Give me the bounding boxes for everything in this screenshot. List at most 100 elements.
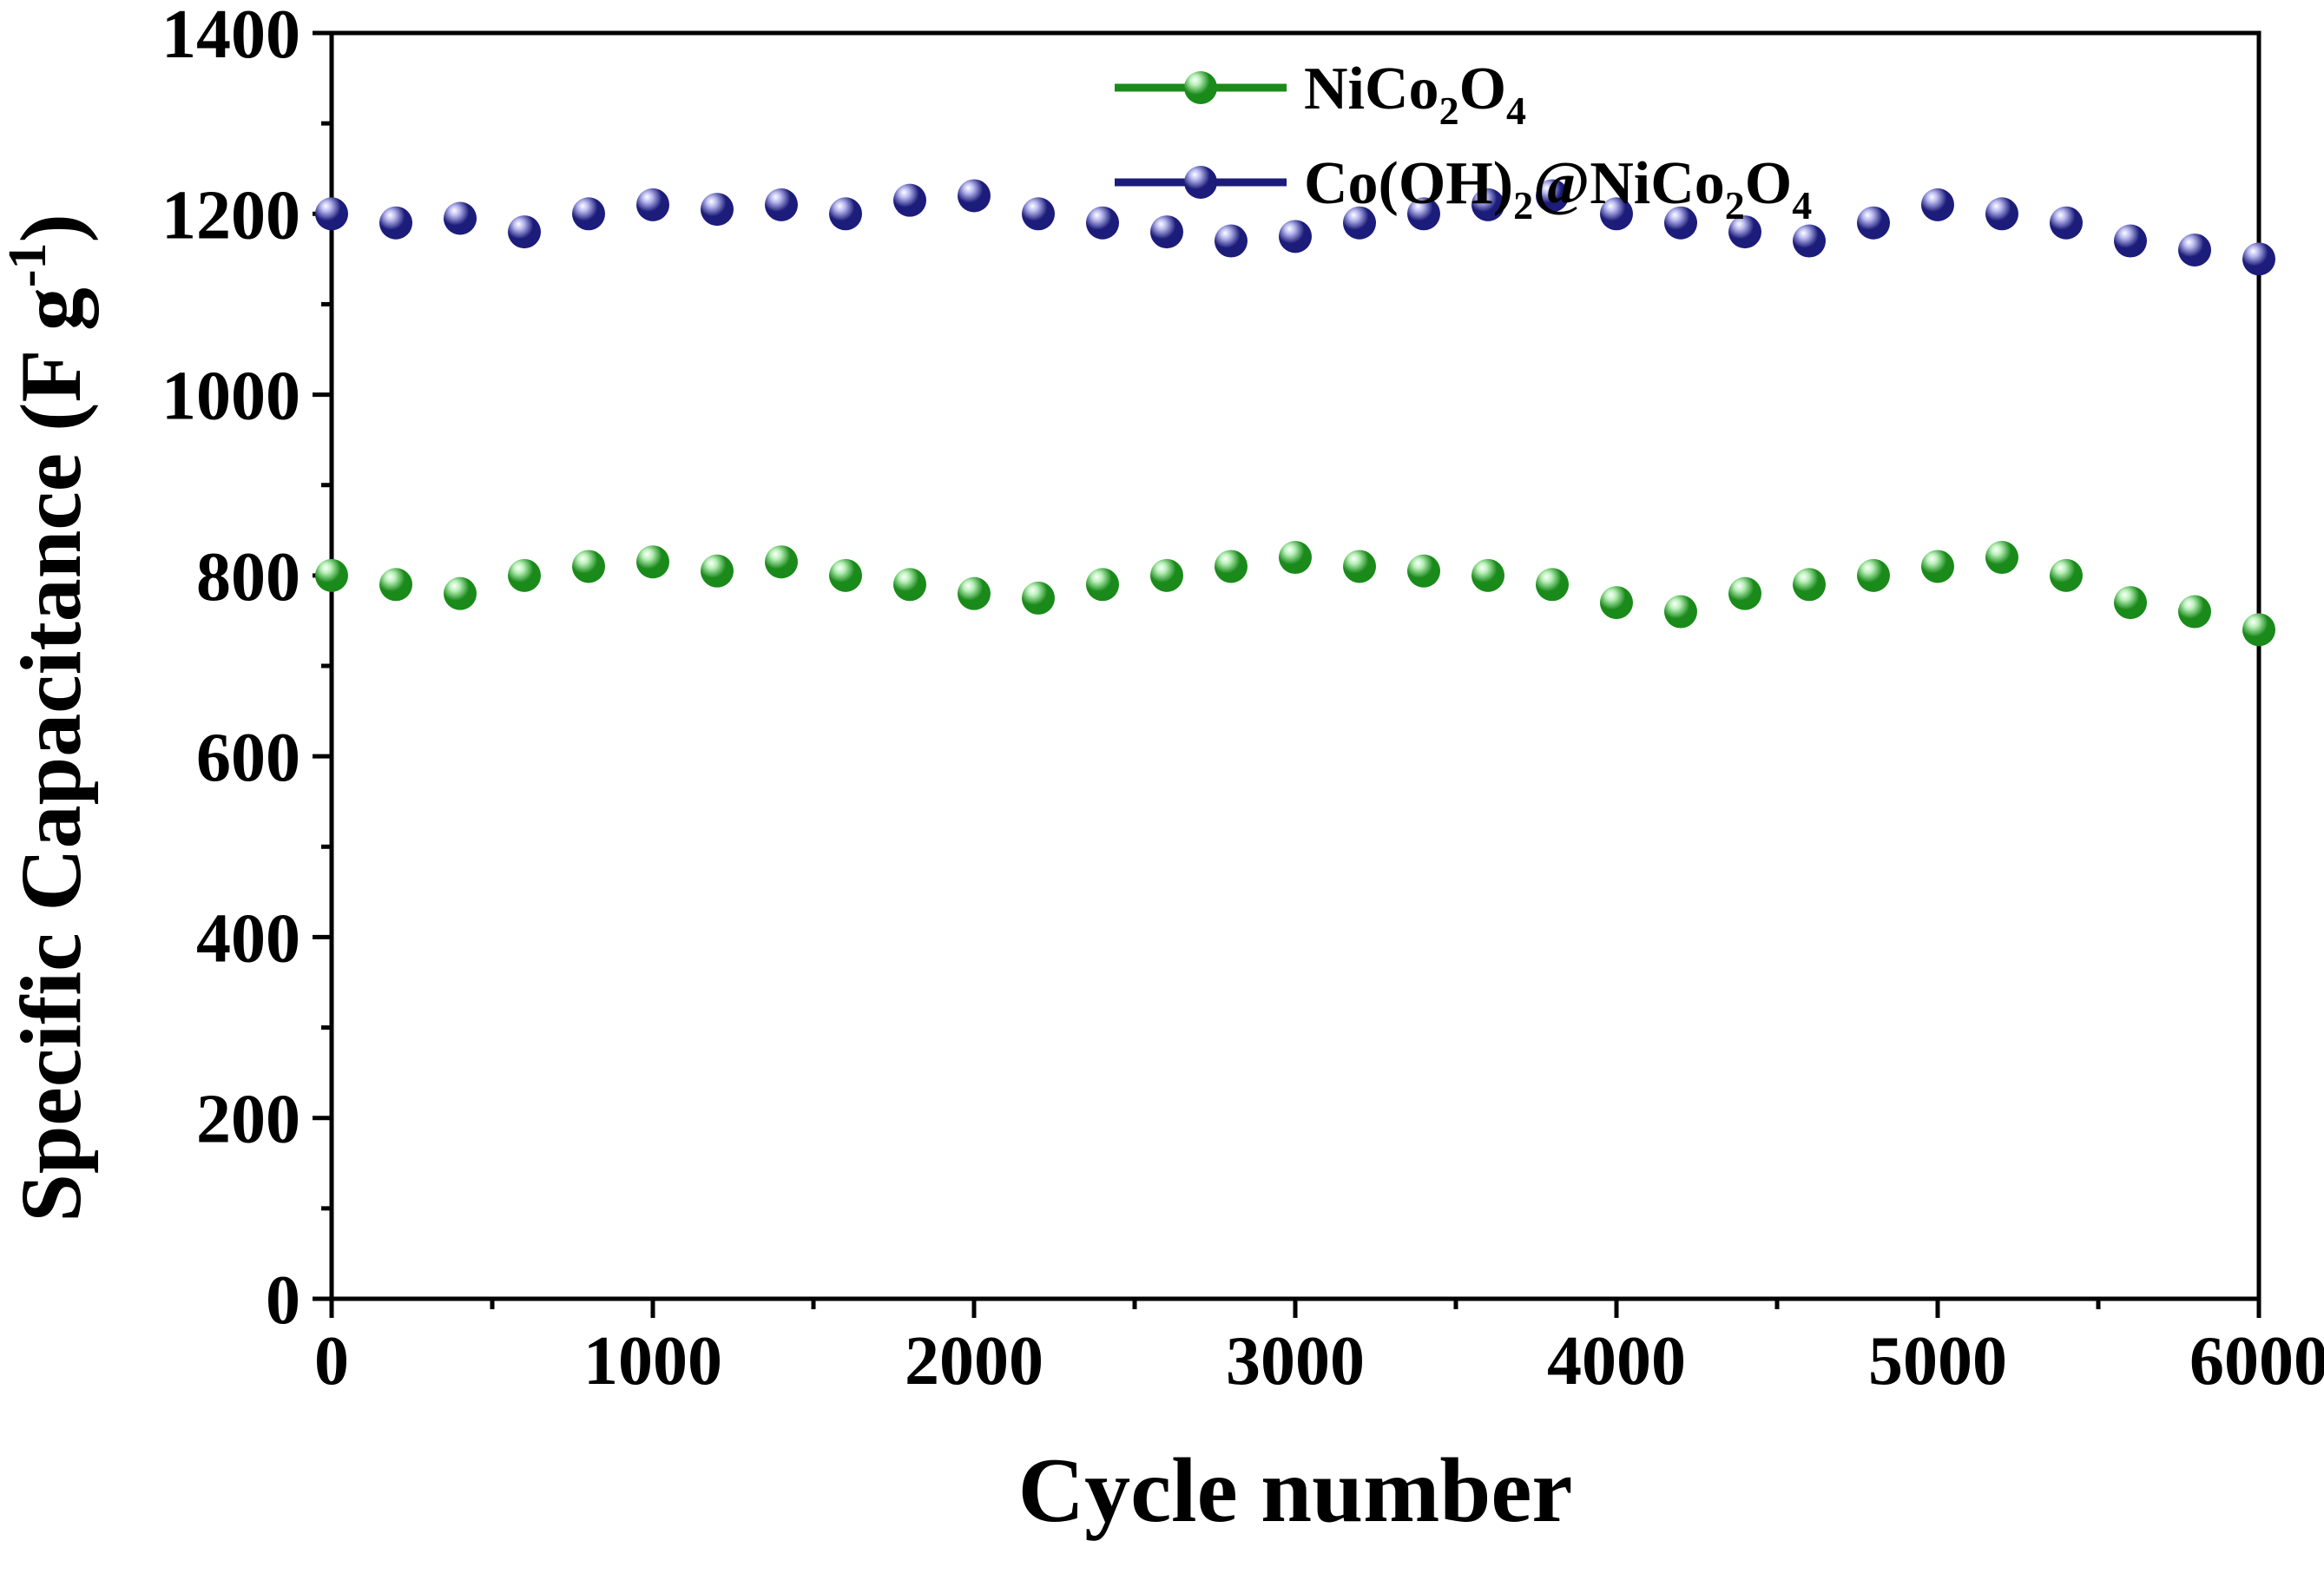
nico2o4-point [765,545,798,579]
series-1 [315,179,2275,276]
co-oh-2-nico2o4-point [1664,206,1697,240]
x-tick-label: 5000 [1868,1323,2007,1399]
co-oh-2-nico2o4-point [1279,220,1312,254]
nico2o4-point [1664,595,1697,629]
legend-label-subscript: 2 [1725,183,1745,227]
nico2o4-point [893,568,926,602]
co-oh-2-nico2o4-point [2114,224,2147,258]
y-tick-label: 400 [196,900,300,977]
nico2o4-point [2050,558,2083,592]
legend-label: Co(OH)2@NiCo2O4 [1304,150,1812,227]
nico2o4-point [1150,558,1183,592]
co-oh-2-nico2o4-point [1086,206,1119,240]
legend-item-co-oh-2-nico2o4: Co(OH)2@NiCo2O4 [1115,150,1812,227]
data-layer [315,179,2275,647]
nico2o4-point [1279,541,1312,575]
legend-label-subscript: 4 [1792,183,1812,227]
nico2o4-point [379,568,412,602]
co-oh-2-nico2o4-point [636,188,669,221]
nico2o4-point [1728,576,1761,610]
co-oh-2-nico2o4-point [1407,197,1440,231]
nico2o4-point [1022,581,1055,615]
x-tick-label: 4000 [1547,1323,1686,1399]
co-oh-2-nico2o4-point [1921,188,1954,221]
co-oh-2-nico2o4-point [2050,206,2083,240]
co-oh-2-nico2o4-point [958,179,991,213]
y-axis-label-main: Specific Capacitance (F g [3,287,99,1222]
co-oh-2-nico2o4-point [1536,179,1569,213]
co-oh-2-nico2o4-point [1793,224,1826,258]
co-oh-2-nico2o4-point [765,188,798,221]
nico2o4-point [1985,541,2018,575]
nico2o4-point [1407,554,1440,588]
co-oh-2-nico2o4-point [508,215,541,249]
co-oh-2-nico2o4-point [1471,188,1504,221]
x-tick-label: 0 [314,1323,349,1399]
series-0 [315,541,2275,647]
co-oh-2-nico2o4-point [1728,215,1761,249]
co-oh-2-nico2o4-point [2178,233,2211,267]
co-oh-2-nico2o4-point [829,197,862,231]
legend-label-subscript: 2 [1513,183,1533,227]
co-oh-2-nico2o4-point [315,197,348,231]
nico2o4-point [2242,613,2275,647]
co-oh-2-nico2o4-point [379,206,412,240]
co-oh-2-nico2o4-point [701,193,734,227]
co-oh-2-nico2o4-point [1600,197,1633,231]
nico2o4-point [1471,558,1504,592]
co-oh-2-nico2o4-point [1857,206,1890,240]
co-oh-2-nico2o4-point [1150,215,1183,249]
legend-label-text: Co(OH) [1304,150,1513,217]
nico2o4-point [1793,568,1826,602]
legend-label-text: O [1459,56,1506,122]
legend-label: NiCo2O4 [1304,56,1526,133]
nico2o4-point [444,576,477,610]
x-tick-label: 6000 [2189,1323,2324,1399]
nico2o4-point [2114,586,2147,620]
axes-layer: 0 1000 2000 3000 4000 5000 6000 0 200 400 600 800 10… [0,0,2324,1541]
nico2o4-point [1857,558,1890,592]
legend-label-subscript: 4 [1506,89,1526,133]
co-oh-2-nico2o4-point [1022,197,1055,231]
legend-label-subscript: 2 [1439,89,1459,133]
nico2o4-point [701,554,734,588]
nico2o4-point [636,545,669,579]
co-oh-2-nico2o4-point [1985,197,2018,231]
nico2o4-point [958,576,991,610]
y-axis-label-close: ) [3,214,99,242]
nico2o4-point [1086,568,1119,602]
legend-marker [1184,71,1217,104]
nico2o4-point [1215,550,1248,583]
nico2o4-point [1343,550,1376,583]
y-tick-label: 0 [266,1262,300,1339]
y-axis-label-superscript: -1 [0,243,57,288]
x-tick-label: 3000 [1226,1323,1365,1399]
y-tick-label: 200 [196,1082,300,1158]
nico2o4-point [1536,568,1569,602]
y-tick-label: 1400 [161,0,300,73]
legend-label-text: O [1745,150,1792,217]
x-tick-label: 1000 [583,1323,722,1399]
legend-item-nico2o4: NiCo2O4 [1115,56,1526,133]
nico2o4-point [1600,586,1633,620]
co-oh-2-nico2o4-point [444,201,477,235]
x-tick-label: 2000 [905,1323,1043,1399]
co-oh-2-nico2o4-point [1215,224,1248,258]
nico2o4-point [508,558,541,592]
nico2o4-point [1921,550,1954,583]
y-tick-label: 1000 [161,359,300,435]
legend-label-text: NiCo [1304,56,1439,122]
nico2o4-point [572,550,605,583]
co-oh-2-nico2o4-point [1343,206,1376,240]
co-oh-2-nico2o4-point [893,183,926,217]
y-tick-label: 600 [196,720,300,796]
co-oh-2-nico2o4-point [572,197,605,231]
y-tick-label: 1200 [161,177,300,254]
nico2o4-point [2178,595,2211,629]
legend-label-text: @NiCo [1533,150,1725,217]
y-tick-label: 800 [196,539,300,616]
nico2o4-point [315,558,348,592]
